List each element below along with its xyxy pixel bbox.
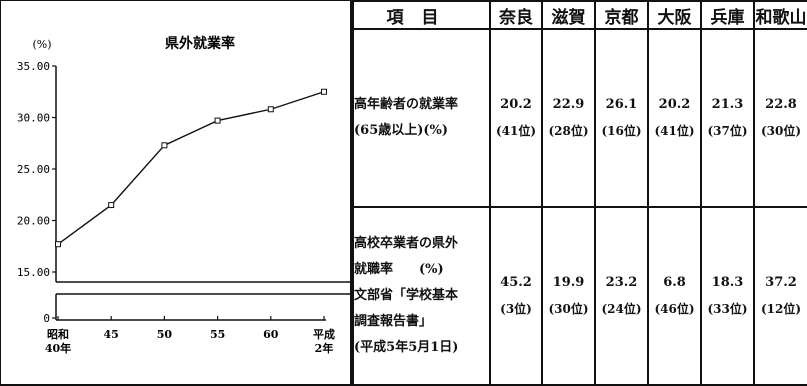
row-label-line: 就職率 (%) <box>354 262 444 277</box>
cell-rank: (37位) <box>707 124 748 138</box>
x-tick-label: 50 <box>157 328 173 341</box>
x-tick-label: 平成 <box>313 327 335 341</box>
header-nara: 奈良 <box>489 0 543 30</box>
cell-rank: (46位) <box>654 302 695 316</box>
table-row-elderly-employment: 高年齢者の就業率 (65歳以上)(%) 20.2 (41位) 22.9 (28位) … <box>352 28 807 208</box>
row-label-elderly: 高年齢者の就業率 (65歳以上)(%) <box>352 28 491 208</box>
header-item: 項目 <box>352 0 491 30</box>
cell-rank: (12位) <box>760 302 802 316</box>
chart-frame <box>0 0 352 386</box>
row-label-line: (65歳以上)(%) <box>354 123 449 138</box>
cell-rank: (41位) <box>654 124 695 138</box>
statistics-table: 項目 奈良 滋賀 京都 大阪 兵庫 和歌山 高年齢者の就業率 (65歳以上)(%… <box>352 0 807 386</box>
y-tick-label: 20.00 <box>17 215 50 228</box>
cell-value: 18.3 <box>711 275 744 290</box>
cell-value: 45.2 <box>500 275 532 290</box>
x-tick-label: 2年 <box>315 341 334 355</box>
table-header-row: 項目 奈良 滋賀 京都 大阪 兵庫 和歌山 <box>352 0 807 30</box>
cell-rank: (16位) <box>601 124 642 138</box>
y-tick-label: 15.00 <box>17 266 50 279</box>
cell-rank: (41位) <box>495 124 537 138</box>
row-label-line: 調査報告書」 <box>354 314 433 329</box>
data-point <box>267 106 274 113</box>
cell-rank: (3位) <box>500 302 532 316</box>
row-label-graduate: 高校卒業者の県外 就職率 (%) 文部省「学校基本 調査報告書」 (平成5年5月… <box>352 206 491 386</box>
header-hyogo: 兵庫 <box>700 0 755 30</box>
table-cell: 23.2 (24位) <box>594 206 649 386</box>
row-label-line: (平成5年5月1日) <box>354 340 459 355</box>
header-wakayama: 和歌山 <box>753 0 807 30</box>
y-tick-label: 0 <box>43 312 50 325</box>
header-kyoto: 京都 <box>594 0 649 30</box>
header-osaka: 大阪 <box>647 0 702 30</box>
x-tick-label: 40年 <box>45 341 71 355</box>
cell-value: 37.2 <box>765 275 797 290</box>
cell-value: 26.1 <box>605 97 638 112</box>
table-row-graduate-employment: 高校卒業者の県外 就職率 (%) 文部省「学校基本 調査報告書」 (平成5年5月… <box>352 206 807 386</box>
table-cell: 20.2 (41位) <box>647 28 702 208</box>
cell-value: 20.2 <box>658 97 691 112</box>
row-label-line: 文部省「学校基本 <box>354 288 459 303</box>
table-cell: 21.3 (37位) <box>700 28 755 208</box>
y-axis-unit: (%) <box>32 38 51 51</box>
cell-value: 21.3 <box>711 97 744 112</box>
cell-rank: (24位) <box>601 302 642 316</box>
data-point <box>108 202 115 209</box>
cell-value: 19.9 <box>552 275 585 290</box>
y-tick-label: 25.00 <box>17 163 50 176</box>
table-cell: 20.2 (41位) <box>489 28 543 208</box>
table-cell: 45.2 (3位) <box>489 206 543 386</box>
row-label-line: 高年齢者の就業率 <box>354 97 459 112</box>
cell-rank: (30位) <box>760 124 802 138</box>
series-layer <box>55 88 327 248</box>
data-point <box>55 241 61 248</box>
table-cell: 19.9 (30位) <box>541 206 596 386</box>
y-tick-label: 30.00 <box>17 112 50 125</box>
chart-panel: 県外就業率 (%) 35.00 30.00 25.00 20.00 15.00 0 昭和 4… <box>0 0 352 386</box>
header-shiga: 滋賀 <box>541 0 596 30</box>
table-cell: 6.8 (46位) <box>647 206 702 386</box>
axes <box>52 65 351 321</box>
table-cell: 26.1 (16位) <box>594 28 649 208</box>
series-line <box>57 91 325 245</box>
data-point <box>161 142 168 149</box>
table-cell: 18.3 (33位) <box>700 206 755 386</box>
y-tick-labels: 35.00 30.00 25.00 20.00 15.00 0 <box>17 60 50 325</box>
cell-value: 22.8 <box>765 97 797 112</box>
row-label-line: 高校卒業者の県外 <box>354 236 459 251</box>
y-tick-label: 35.00 <box>17 60 50 73</box>
x-tick-label: 45 <box>104 328 119 341</box>
cell-rank: (30位) <box>548 302 589 316</box>
x-tick-label: 昭和 <box>47 327 69 341</box>
data-point <box>321 88 327 95</box>
cell-rank: (33位) <box>707 302 748 316</box>
data-point <box>214 117 221 124</box>
cell-value: 23.2 <box>605 275 638 290</box>
cell-value: 6.8 <box>663 275 686 290</box>
x-tick-label: 60 <box>263 328 279 341</box>
table-cell: 22.8 (30位) <box>753 28 807 208</box>
table-cell: 37.2 (12位) <box>753 206 807 386</box>
cell-value: 22.9 <box>552 97 585 112</box>
cell-rank: (28位) <box>548 124 589 138</box>
chart-title: 県外就業率 <box>165 35 235 52</box>
cell-value: 20.2 <box>500 97 532 112</box>
table-cell: 22.9 (28位) <box>541 28 596 208</box>
x-tick-label: 55 <box>210 328 225 341</box>
